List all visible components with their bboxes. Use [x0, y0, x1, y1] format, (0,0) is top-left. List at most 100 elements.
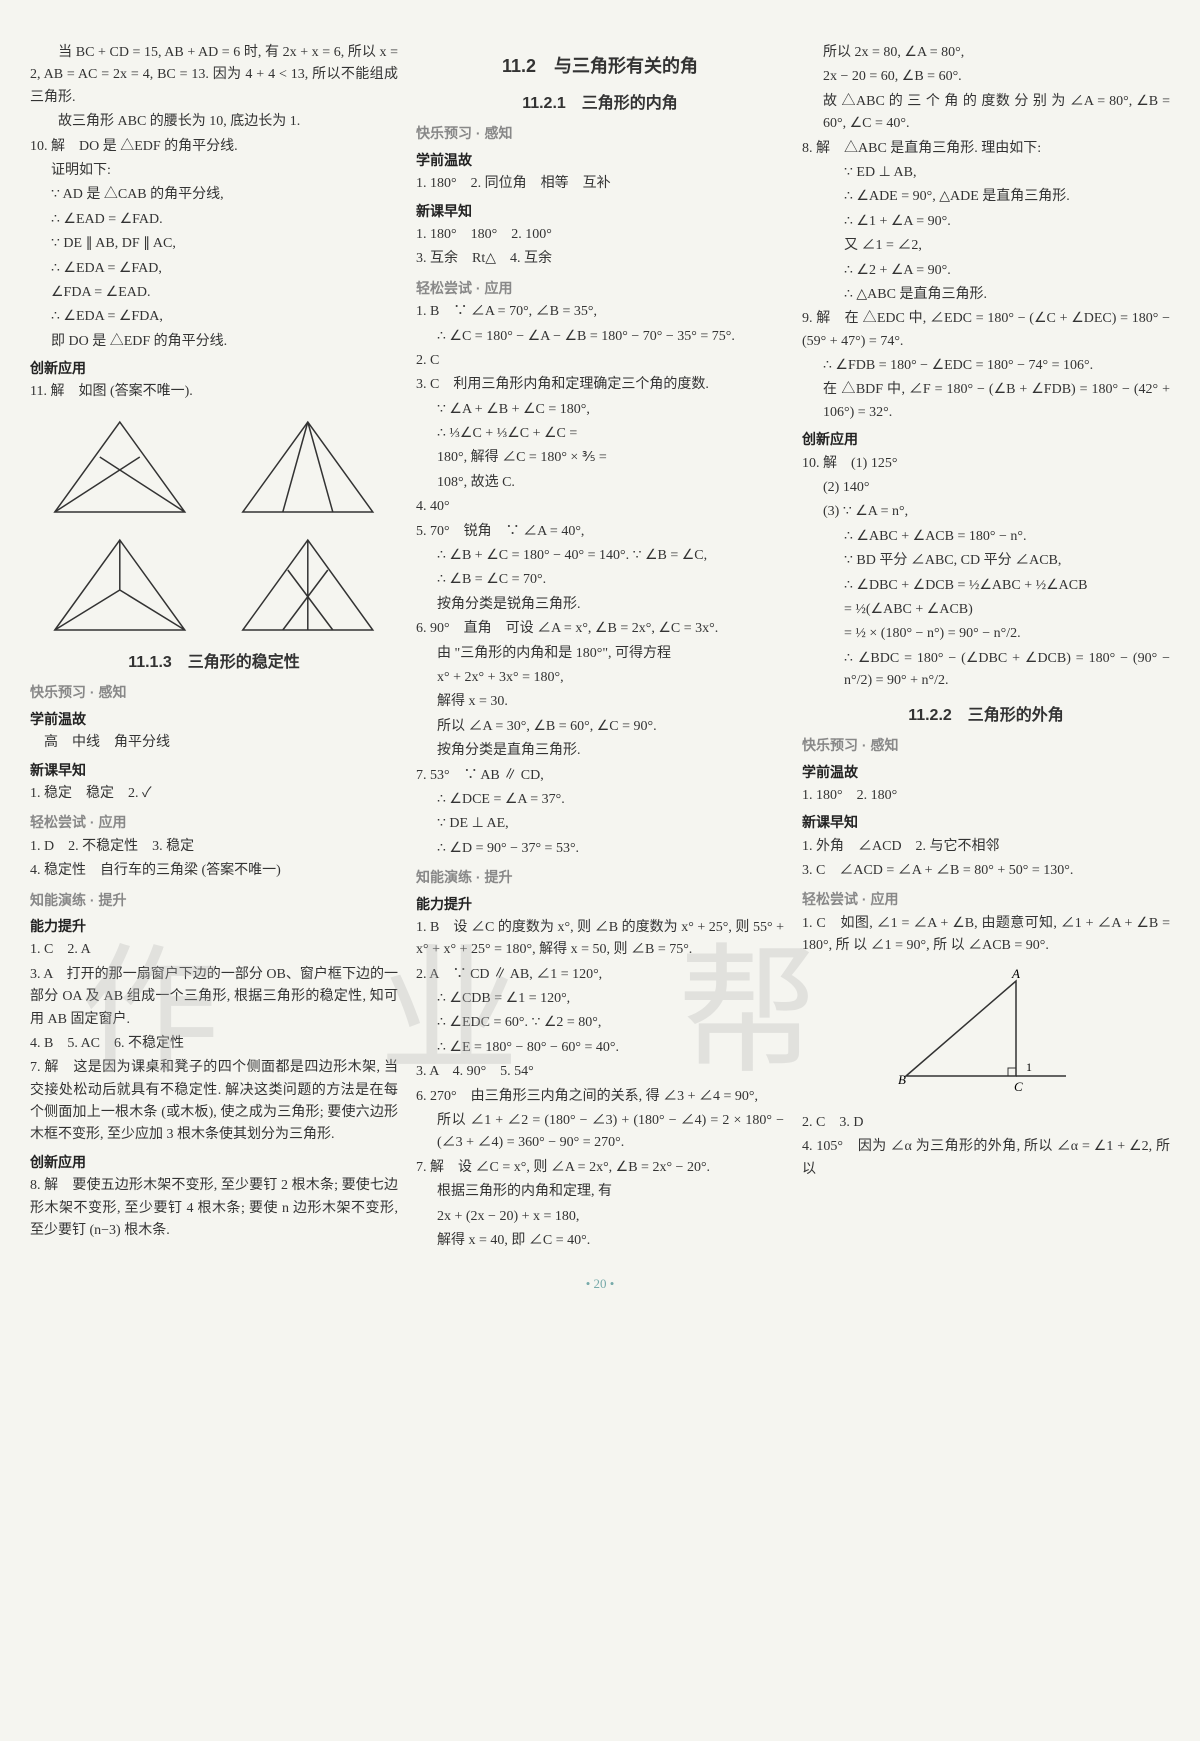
heading-ability: 能力提升: [416, 893, 784, 915]
text: 108°, 故选 C.: [416, 472, 784, 494]
text: 3. C 利用三角形内角和定理确定三个角的度数.: [416, 374, 784, 396]
text: 1. B ∵ ∠A = 70°, ∠B = 35°,: [416, 301, 784, 323]
heading-ability: 能力提升: [30, 915, 398, 937]
text: ∵ DE ⊥ AE,: [416, 813, 784, 835]
text: 1. B 设 ∠C 的度数为 x°, 则 ∠B 的度数为 x° + 25°, 则…: [416, 917, 784, 962]
heading-prestudy: 学前温故: [802, 761, 1170, 783]
text: 1. 180° 2. 180°: [802, 785, 1170, 807]
text: 4. 105° 因为 ∠α 为三角形的外角, 所以 ∠α = ∠1 + ∠2, …: [802, 1136, 1170, 1181]
text: 5. 70° 锐角 ∵ ∠A = 40°,: [416, 521, 784, 543]
text: 按角分类是直角三角形.: [416, 740, 784, 762]
text: ∴ ∠B + ∠C = 180° − 40° = 140°. ∵ ∠B = ∠C…: [416, 545, 784, 567]
text: ∴ ∠2 + ∠A = 90°.: [802, 260, 1170, 282]
text: 3. C ∠ACD = ∠A + ∠B = 80° + 50° = 130°.: [802, 860, 1170, 882]
text: 8. 解 △ABC 是直角三角形. 理由如下:: [802, 138, 1170, 160]
section-11-1-3-title: 11.1.3 三角形的稳定性: [30, 650, 398, 676]
heading-tryout: 轻松尝试 · 应用: [802, 888, 1170, 910]
text: (2) 140°: [802, 477, 1170, 499]
heading-practice: 知能演练 · 提升: [416, 866, 784, 888]
page-columns: 当 BC + CD = 15, AB + AD = 6 时, 有 2x + x …: [30, 40, 1170, 1254]
text: 解得 x = 40, 即 ∠C = 40°.: [416, 1230, 784, 1252]
heading-preview: 快乐预习 · 感知: [802, 734, 1170, 756]
text: ∴ ∠1 + ∠A = 90°.: [802, 211, 1170, 233]
text: 1. C 如图, ∠1 = ∠A + ∠B, 由题意可知, ∠1 + ∠A + …: [802, 913, 1170, 958]
heading-prestudy: 学前温故: [30, 708, 398, 730]
text: ∴ ∠CDB = ∠1 = 120°,: [416, 988, 784, 1010]
text: ∴ ∠D = 90° − 37° = 53°.: [416, 838, 784, 860]
text: 故 △ABC 的 三 个 角 的 度数 分 别 为 ∠A = 80°, ∠B =…: [802, 91, 1170, 136]
text: 3. A 打开的那一扇窗户下边的一部分 OB、窗户框下边的一部分 OA 及 AB…: [30, 964, 398, 1031]
triangle-figure-2: [225, 412, 391, 522]
text: ∴ ∠EAD = ∠FAD.: [30, 209, 398, 231]
text: 3. A 4. 90° 5. 54°: [416, 1061, 784, 1083]
text: ∴ ∠EDA = ∠FAD,: [30, 258, 398, 280]
column-2: 11.2 与三角形有关的角 11.2.1 三角形的内角 快乐预习 · 感知 学前…: [416, 40, 784, 1254]
text: ∴ ∠E = 180° − 80° − 60° = 40°.: [416, 1037, 784, 1059]
text: 解得 x = 30.: [416, 691, 784, 713]
text: 9. 解 在 △EDC 中, ∠EDC = 180° − (∠C + ∠DEC)…: [802, 308, 1170, 353]
text: ∴ ∠BDC = 180° − (∠DBC + ∠DCB) = 180° − (…: [802, 648, 1170, 693]
triangle-figure-1: [37, 412, 203, 522]
text: ∵ ∠A + ∠B + ∠C = 180°,: [416, 399, 784, 421]
section-11-2-title: 11.2 与三角形有关的角: [416, 52, 784, 81]
heading-newlesson: 新课早知: [802, 811, 1170, 833]
text: ∵ AD 是 △CAB 的角平分线,: [30, 184, 398, 206]
text: 当 BC + CD = 15, AB + AD = 6 时, 有 2x + x …: [30, 42, 398, 109]
text: x° + 2x° + 3x° = 180°,: [416, 667, 784, 689]
text: 7. 53° ∵ AB ∥ CD,: [416, 765, 784, 787]
triangle-figure-3: [37, 530, 203, 640]
text: 2. C 3. D: [802, 1112, 1170, 1134]
label-b: B: [898, 1072, 906, 1087]
text: 1. 外角 ∠ACD 2. 与它不相邻: [802, 836, 1170, 858]
text: 10. 解 DO 是 △EDF 的角平分线.: [30, 136, 398, 158]
text: 2. A ∵ CD ∥ AB, ∠1 = 120°,: [416, 964, 784, 986]
text: ∴ △ABC 是直角三角形.: [802, 284, 1170, 306]
text: 2. C: [416, 350, 784, 372]
triangle-diagram-abc: A B C 1: [802, 966, 1170, 1104]
heading-prestudy: 学前温故: [416, 149, 784, 171]
text: 1. 180° 180° 2. 100°: [416, 224, 784, 246]
heading-preview: 快乐预习 · 感知: [30, 681, 398, 703]
text: 4. B 5. AC 6. 不稳定性: [30, 1033, 398, 1055]
text: 证明如下:: [30, 160, 398, 182]
text: 4. 40°: [416, 496, 784, 518]
heading-practice: 知能演练 · 提升: [30, 889, 398, 911]
text: 6. 90° 直角 可设 ∠A = x°, ∠B = 2x°, ∠C = 3x°…: [416, 618, 784, 640]
heading-tryout: 轻松尝试 · 应用: [416, 277, 784, 299]
heading-innovation: 创新应用: [30, 357, 398, 379]
text: 3. 互余 Rt△ 4. 互余: [416, 248, 784, 270]
text: 11. 解 如图 (答案不唯一).: [30, 381, 398, 403]
text: ∴ ∠EDC = 60°. ∵ ∠2 = 80°,: [416, 1012, 784, 1034]
text: 10. 解 (1) 125°: [802, 453, 1170, 475]
text: 所以 ∠A = 30°, ∠B = 60°, ∠C = 90°.: [416, 716, 784, 738]
text: 1. D 2. 不稳定性 3. 稳定: [30, 836, 398, 858]
heading-preview: 快乐预习 · 感知: [416, 122, 784, 144]
text: ∴ ∠C = 180° − ∠A − ∠B = 180° − 70° − 35°…: [416, 326, 784, 348]
text: ∴ ∠DCE = ∠A = 37°.: [416, 789, 784, 811]
text: 1. 稳定 稳定 2. ✓: [30, 783, 398, 805]
text: ∴ ∠FDB = 180° − ∠EDC = 180° − 74° = 106°…: [802, 355, 1170, 377]
page-number: • 20 •: [30, 1274, 1170, 1295]
text: 根据三角形的内角和定理, 有: [416, 1181, 784, 1203]
text: 7. 解 这是因为课桌和凳子的四个侧面都是四边形木架, 当交接处松动后就具有不稳…: [30, 1057, 398, 1147]
text: ∴ ⅓∠C + ⅓∠C + ∠C =: [416, 423, 784, 445]
text: 即 DO 是 △EDF 的角平分线.: [30, 331, 398, 353]
text: 4. 稳定性 自行车的三角梁 (答案不唯一): [30, 860, 398, 882]
heading-innovation: 创新应用: [802, 428, 1170, 450]
column-3: 所以 2x = 80, ∠A = 80°, 2x − 20 = 60, ∠B =…: [802, 40, 1170, 1254]
text: (3) ∵ ∠A = n°,: [802, 501, 1170, 523]
label-a: A: [1011, 966, 1020, 981]
section-11-2-2-title: 11.2.2 三角形的外角: [802, 703, 1170, 729]
column-1: 当 BC + CD = 15, AB + AD = 6 时, 有 2x + x …: [30, 40, 398, 1254]
text: 1. C 2. A: [30, 939, 398, 961]
text: ∵ DE ∥ AB, DF ∥ AC,: [30, 233, 398, 255]
text: ∠FDA = ∠EAD.: [30, 282, 398, 304]
triangle-figure-4: [225, 530, 391, 640]
text: 2x + (2x − 20) + x = 180,: [416, 1206, 784, 1228]
text: 高 中线 角平分线: [30, 732, 398, 754]
heading-innovation: 创新应用: [30, 1151, 398, 1173]
text: ∴ ∠B = ∠C = 70°.: [416, 569, 784, 591]
text: ∴ ∠EDA = ∠FDA,: [30, 306, 398, 328]
text: 又 ∠1 = ∠2,: [802, 235, 1170, 257]
text: = ½(∠ABC + ∠ACB): [802, 599, 1170, 621]
